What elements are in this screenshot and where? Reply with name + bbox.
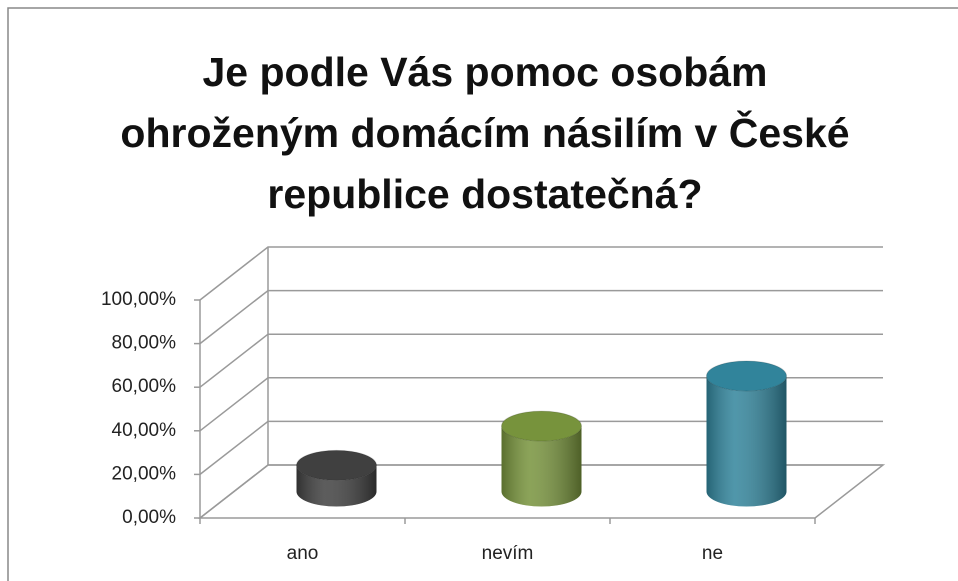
bar — [706, 360, 787, 507]
bar-shade — [296, 465, 377, 507]
bar — [501, 410, 582, 507]
chart-border — [7, 7, 958, 581]
x-tick-label: ne — [702, 543, 723, 564]
y-tick-label: 80,00% — [112, 333, 177, 354]
y-tick-label: 60,00% — [112, 376, 177, 397]
bar-top — [706, 360, 787, 392]
x-tick-label: nevím — [482, 543, 534, 564]
grid-line — [199, 464, 883, 519]
bar-shade — [501, 426, 582, 507]
y-tick-label: 0,00% — [122, 507, 176, 528]
y-tick-label: 20,00% — [112, 463, 177, 484]
bar-top — [296, 449, 377, 481]
grid-line — [199, 333, 883, 388]
x-tick-label: ano — [287, 543, 319, 564]
y-tick-label: 100,00% — [101, 289, 176, 310]
bar-shade — [706, 375, 787, 507]
chart-title: Je podle Vás pomoc osobám ohroženým domá… — [120, 49, 850, 217]
grid-line — [199, 420, 883, 475]
grid-line — [199, 377, 883, 432]
grid-line — [199, 246, 883, 301]
bar-top — [501, 410, 582, 442]
bar — [296, 449, 377, 507]
grid-line — [199, 289, 883, 345]
y-tick-label: 40,00% — [112, 420, 177, 441]
